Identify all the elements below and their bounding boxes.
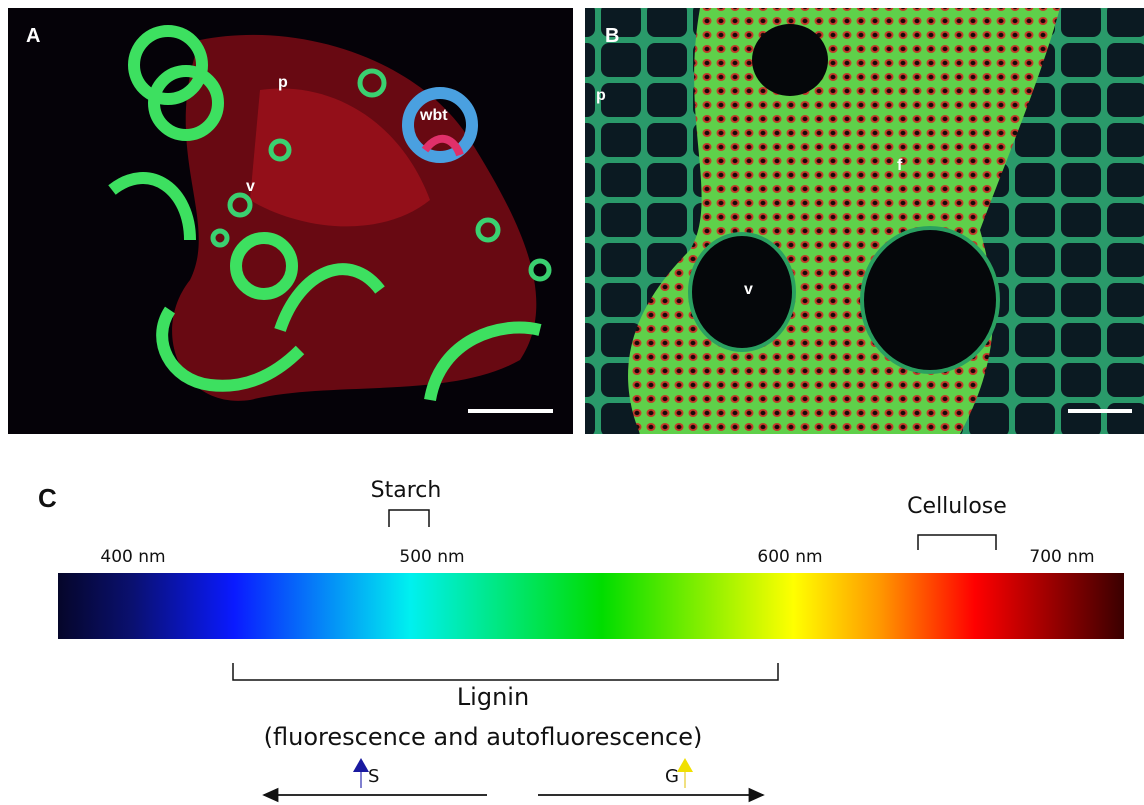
spectrum-panel: C Starch Cellulose 400 nm 500 nm 600 nm … xyxy=(38,478,1124,795)
panel-label: C xyxy=(38,483,57,513)
s-label: S xyxy=(368,766,379,787)
annotation: f xyxy=(897,157,903,174)
wavelength-label: 400 nm xyxy=(100,547,165,567)
cellulose-bracket xyxy=(918,535,996,550)
annotation: v xyxy=(246,178,255,195)
panel-label: A xyxy=(26,25,40,47)
annotation: p xyxy=(278,74,288,91)
wavelength-label: 700 nm xyxy=(1029,547,1094,567)
g-label: G xyxy=(665,766,679,787)
wavelength-label: 500 nm xyxy=(399,547,464,567)
annotation: v xyxy=(744,281,753,298)
lignin-label: Lignin xyxy=(457,683,529,711)
lignin-bracket xyxy=(233,663,778,680)
micrograph-a: A p wbt v xyxy=(8,8,573,434)
starch-label: Starch xyxy=(371,478,442,503)
wavelength-label: 600 nm xyxy=(757,547,822,567)
panel-label: B xyxy=(605,25,619,47)
annotation: wbt xyxy=(419,107,448,124)
micrograph-b: B p f v xyxy=(585,8,1144,434)
figure: A p wbt v B p f v C Starch Cellulose 400… xyxy=(0,0,1144,805)
cellulose-label: Cellulose xyxy=(907,494,1007,519)
starch-bracket xyxy=(389,510,429,527)
annotation: p xyxy=(596,87,606,104)
lignin-note: (fluorescence and autofluorescence) xyxy=(264,723,703,751)
page: {"panel_a": {"label": "A", "annotations"… xyxy=(0,0,1144,805)
spectrum-bar xyxy=(58,573,1124,639)
